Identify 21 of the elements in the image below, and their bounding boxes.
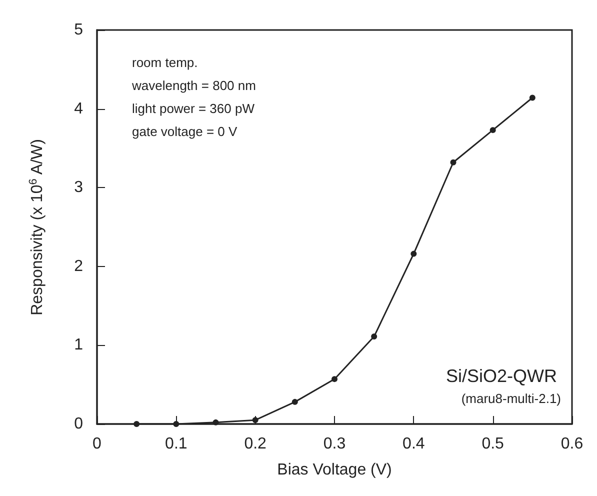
y-tick-label: 4 xyxy=(74,100,84,118)
annotation: gate voltage = 0 V xyxy=(132,124,238,139)
annotation: (maru8-multi-2.1) xyxy=(461,391,562,406)
y-axis-title: Responsivity (x 106 A/W) xyxy=(28,139,46,316)
annotation: Si/SiO2-QWR xyxy=(446,366,558,386)
x-tick-label: 0.5 xyxy=(482,436,504,452)
x-tick-label: 0 xyxy=(92,436,102,452)
x-tick-label: 0.4 xyxy=(402,436,425,452)
annotation: light power = 360 pW xyxy=(132,101,256,116)
y-tick-label: 5 xyxy=(74,22,84,38)
y-tick-label: 0 xyxy=(74,416,84,432)
y-tick-label: 1 xyxy=(74,336,84,354)
x-tick-label: 0.2 xyxy=(244,436,267,452)
annotation: room temp. xyxy=(132,55,198,70)
y-tick-label: 2 xyxy=(74,258,84,275)
x-axis-title: Bias Voltage (V) xyxy=(277,462,392,478)
x-tick-label: 0.6 xyxy=(560,436,584,452)
annotation: wavelength = 800 nm xyxy=(131,78,256,93)
x-tick-label: 0.3 xyxy=(323,436,346,452)
x-tick-label: 0.1 xyxy=(165,436,188,452)
y-tick-label: 3 xyxy=(74,179,84,196)
